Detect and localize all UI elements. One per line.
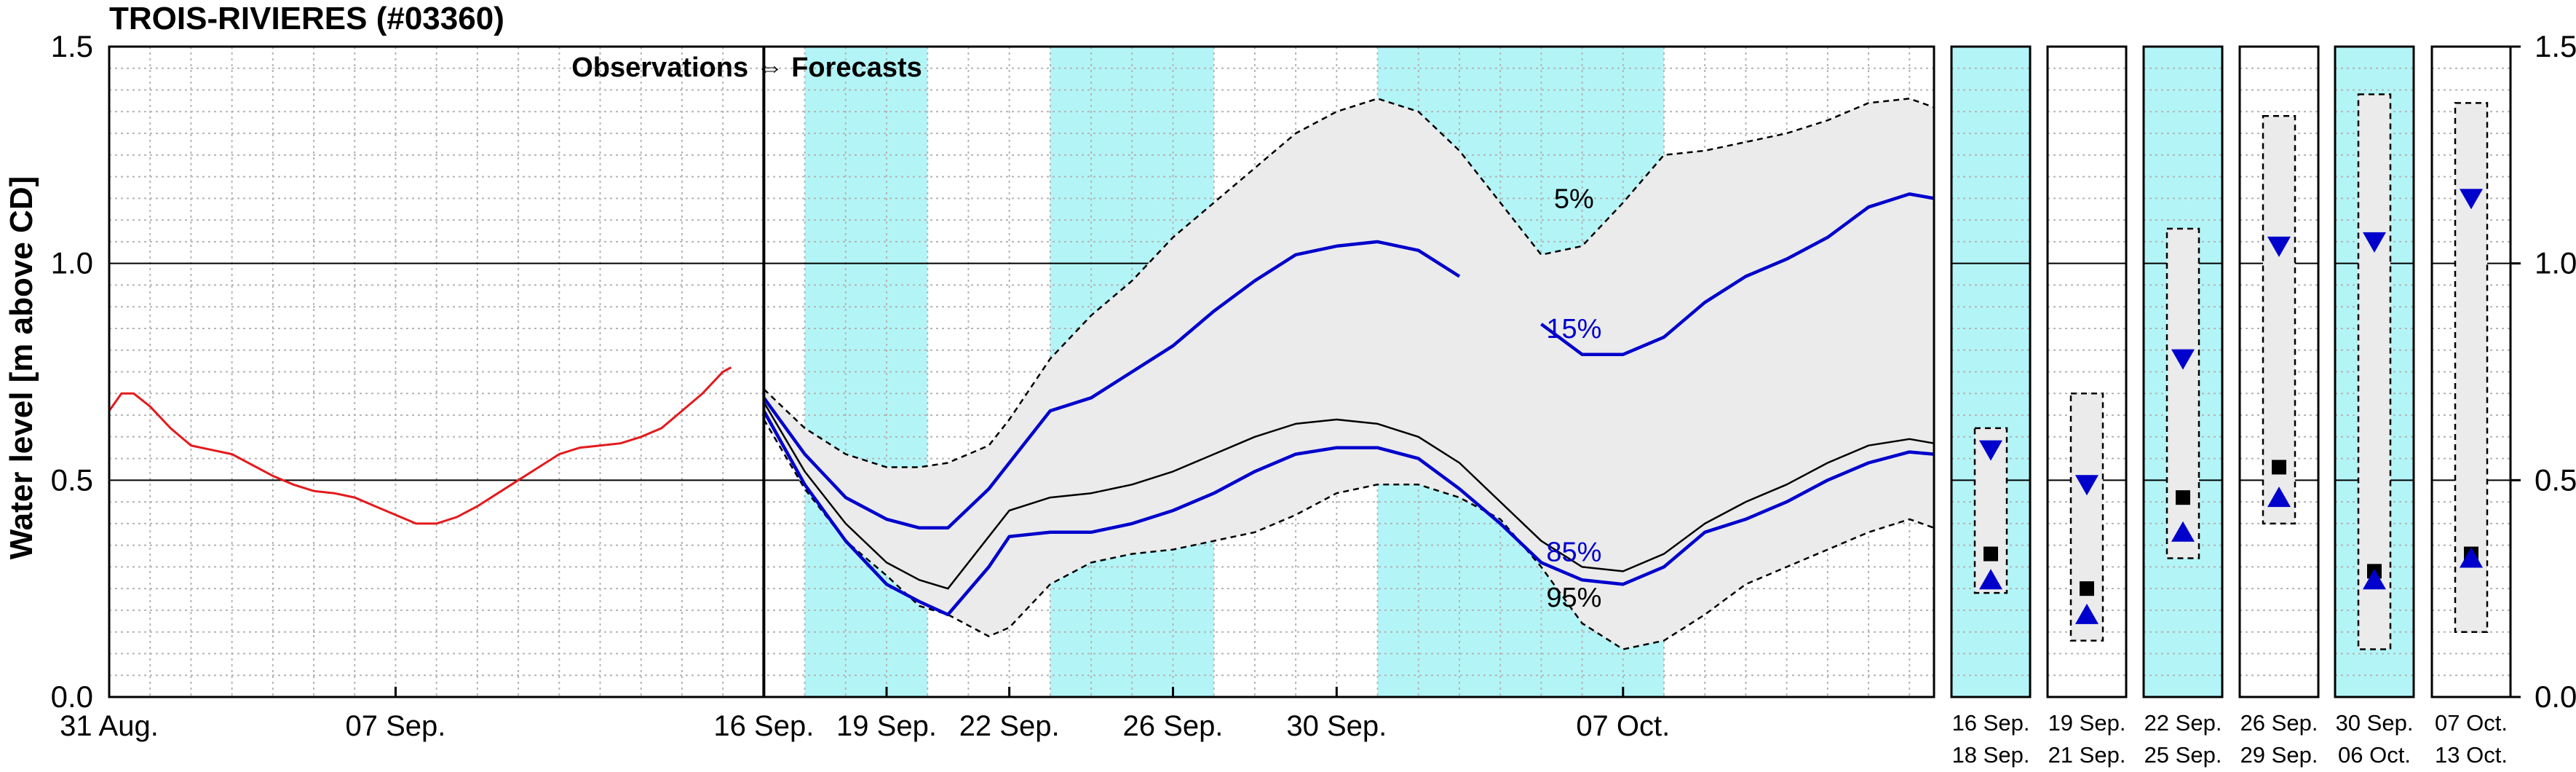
panel-triangle-up: [2460, 547, 2483, 568]
y-tick-label-right: 1.5: [2535, 29, 2576, 63]
panel-frame-6: [2430, 45, 2512, 698]
panel-frame-1: [1950, 45, 2032, 698]
data-layer: [108, 47, 2489, 697]
series-line-85pct: [762, 410, 1935, 617]
x-tick-label: 19 Sep.: [836, 710, 937, 742]
panel-range-box: [2165, 227, 2200, 559]
envelope-fill: [764, 98, 1934, 650]
envelope-lower-95pct: [763, 419, 1935, 650]
panel-label-top: 07 Oct.: [2435, 710, 2508, 736]
panel-range-box: [2357, 93, 2392, 650]
panel-triangle-down: [2363, 232, 2386, 253]
x-tick-label: 30 Sep.: [1286, 710, 1387, 742]
panel-range-box: [2262, 115, 2296, 525]
label-layer: Observations ⇔ Forecasts 5% 15% 85% 95% 0.0 0…: [51, 29, 2576, 768]
observations-forecasts-label: Observations ⇔ Forecasts: [571, 52, 922, 83]
panel-label-top: 16 Sep.: [1952, 710, 2030, 736]
y-tick-label-left: 1.5: [51, 29, 93, 63]
panel-triangle-down: [2075, 475, 2099, 496]
panel-label-bottom: 13 Oct.: [2435, 742, 2508, 768]
y-tick-label-left: 1.0: [51, 246, 93, 280]
panel-triangle-down: [2460, 189, 2483, 210]
panel-triangle-down: [1979, 440, 2002, 461]
chart-title: TROIS-RIVIERES (#03360): [109, 1, 504, 36]
x-tick-label: 07 Oct.: [1576, 710, 1670, 742]
panel-median-square: [2080, 581, 2094, 596]
panel-triangle-down: [2267, 236, 2291, 257]
envelope-upper-5pct: [763, 98, 1935, 468]
panel-label-top: 19 Sep.: [2048, 710, 2126, 736]
series-line-median: [763, 401, 1935, 590]
panel-range-box: [2069, 393, 2104, 642]
x-tick-label: 26 Sep.: [1123, 710, 1224, 742]
panel-triangle-up: [2075, 603, 2099, 624]
panel-label-bottom: 21 Sep.: [2048, 742, 2126, 768]
y-tick-label-left: 0.0: [51, 680, 93, 714]
percentile-annotation: 15%: [1546, 314, 1601, 344]
main-plot-frame: [108, 45, 1935, 698]
panel-median-square: [1983, 546, 1998, 562]
panel-frame-3: [2142, 45, 2224, 698]
panel-triangle-up: [2267, 487, 2291, 508]
y-tick-label-right: 0.0: [2535, 680, 2576, 714]
panel-label-bottom: 18 Sep.: [1952, 742, 2030, 768]
observed-line: [108, 366, 732, 525]
y-tick-label-right: 1.0: [2535, 246, 2576, 280]
panel-triangle-up: [2363, 569, 2386, 590]
y-axis-label: Water level [m above CD]: [4, 176, 39, 560]
percentile-annotation: 5%: [1554, 184, 1594, 214]
x-tick-label: 07 Sep.: [346, 710, 446, 742]
x-tick-label: 16 Sep.: [713, 710, 814, 742]
panel-label-bottom: 29 Sep.: [2240, 742, 2318, 768]
panel-median-square: [2176, 490, 2190, 505]
panel-frame-2: [2046, 45, 2128, 698]
panel-triangle-up: [1979, 569, 2002, 590]
y-tick-label-right: 0.5: [2535, 462, 2576, 497]
x-tick-label: 22 Sep.: [959, 710, 1060, 742]
panel-frame-4: [2238, 45, 2320, 698]
percentile-annotation: 85%: [1546, 537, 1601, 568]
panel-label-top: 26 Sep.: [2240, 710, 2318, 736]
panel-label-bottom: 25 Sep.: [2144, 742, 2222, 768]
panel-triangle-down: [2171, 349, 2195, 370]
panel-median-square: [2272, 460, 2286, 475]
panel-label-bottom: 06 Oct.: [2338, 742, 2411, 768]
percentile-annotation: 95%: [1546, 583, 1601, 613]
y-tick-label-left: 0.5: [51, 462, 93, 497]
x-tick-label: 31 Aug.: [60, 710, 159, 742]
panel-frame-5: [2334, 45, 2415, 698]
panel-triangle-up: [2171, 521, 2195, 542]
panel-label-top: 30 Sep.: [2336, 710, 2414, 736]
panel-label-top: 22 Sep.: [2144, 710, 2222, 736]
series-line-15pct: [762, 192, 1935, 530]
frame-layer: [108, 45, 2521, 698]
